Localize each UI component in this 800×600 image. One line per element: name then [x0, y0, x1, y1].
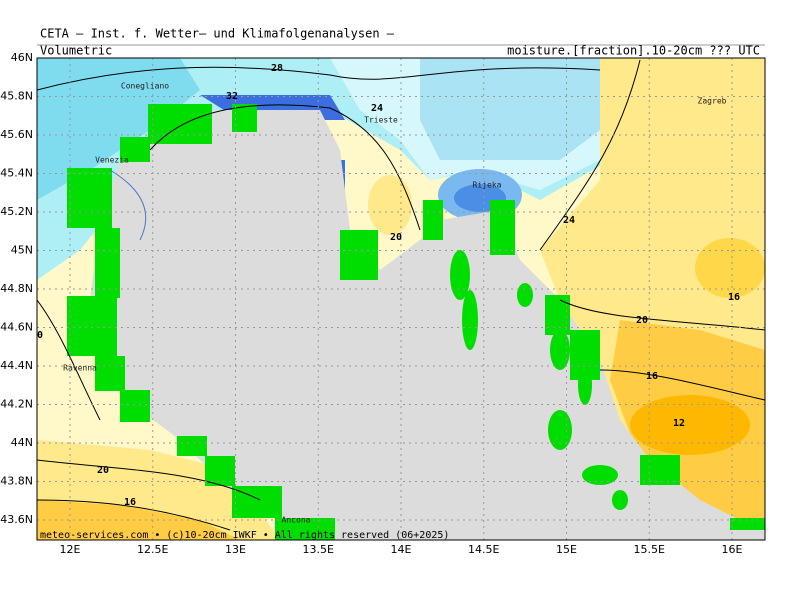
contour-label: 20: [390, 232, 402, 243]
footer: meteo-services.com • (c)10-20cm IWKF • A…: [40, 530, 449, 541]
place-label: Ancona: [282, 516, 311, 525]
contour-label: 24: [371, 103, 383, 114]
lat-label: 44.2N: [0, 398, 33, 411]
graticule: [37, 58, 765, 540]
place-label: Conegliano: [121, 82, 169, 91]
map-field: [37, 58, 765, 540]
lat-label: 45.8N: [0, 90, 33, 103]
contour-label: 28: [271, 63, 283, 74]
lat-label: 43.8N: [0, 475, 33, 488]
lat-label: 45.2N: [0, 205, 33, 218]
lat-label: 45.6N: [0, 128, 33, 141]
place-label: Ravenna: [63, 364, 97, 373]
lat-label: 46N: [11, 51, 33, 64]
contour-label: 20: [636, 315, 648, 326]
place-label: Trieste: [364, 116, 398, 125]
contour-label: 24: [563, 215, 575, 226]
lon-label: 14.5E: [468, 543, 499, 556]
lon-label: 15.5E: [634, 543, 665, 556]
lon-label: 12E: [60, 543, 81, 556]
place-label: Zagreb: [698, 97, 727, 106]
lat-label: 44.4N: [0, 359, 33, 372]
contour-label: 0: [37, 330, 43, 341]
contour-label: 16: [646, 371, 658, 382]
lon-label: 13.5E: [303, 543, 334, 556]
contour-label: 16: [124, 497, 136, 508]
lat-label: 44.6N: [0, 321, 33, 334]
lat-label: 44N: [11, 436, 33, 449]
contour-label: 32: [226, 91, 238, 102]
place-label: Rijeka: [473, 181, 502, 190]
lat-label: 44.8N: [0, 282, 33, 295]
subtitle-left: Volumetric: [40, 44, 112, 58]
lon-label: 14E: [391, 543, 412, 556]
lat-label: 45N: [11, 244, 33, 257]
map-frame: [36, 57, 766, 541]
lon-label: 16E: [722, 543, 743, 556]
lat-label: 45.4N: [0, 167, 33, 180]
contour-label: 20: [97, 465, 109, 476]
lon-label: 13E: [225, 543, 246, 556]
contour-label: 12: [673, 418, 685, 429]
contour-label: 16: [728, 292, 740, 303]
place-label: Venezia: [95, 156, 129, 165]
subtitle-right: moisture.[fraction].10-20cm ??? UTC: [507, 44, 760, 58]
title: CETA – Inst. f. Wetter– und Klimafolgena…: [40, 27, 395, 41]
lat-label: 43.6N: [0, 513, 33, 526]
lon-label: 15E: [556, 543, 577, 556]
lon-label: 12.5E: [137, 543, 168, 556]
